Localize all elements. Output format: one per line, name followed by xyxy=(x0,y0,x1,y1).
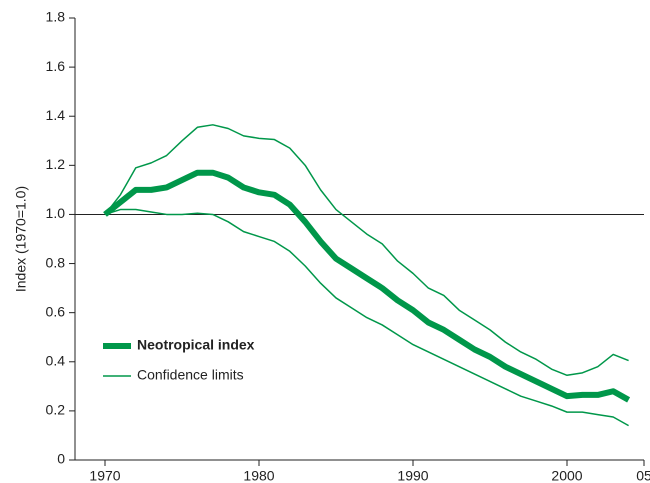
y-tick-label: 0.4 xyxy=(46,352,66,368)
x-tick-label: 1980 xyxy=(243,468,274,483)
y-tick-label: 1.8 xyxy=(46,9,66,25)
confidence-lower xyxy=(104,208,629,427)
x-tick-label: 2000 xyxy=(551,468,582,483)
x-tick-label: 1990 xyxy=(397,468,428,483)
y-tick-label: 1.4 xyxy=(46,107,66,123)
x-tick-label: 05 xyxy=(636,468,650,483)
y-axis-label: Index (1970=1.0) xyxy=(13,186,29,292)
y-tick-label: 1.6 xyxy=(46,58,66,74)
index-line xyxy=(103,169,631,403)
legend-label: Neotropical index xyxy=(137,337,255,353)
y-tick-label: 1.2 xyxy=(46,156,66,172)
y-tick-label: 0.6 xyxy=(46,303,66,319)
confidence-upper xyxy=(104,124,629,377)
y-tick-label: 0.8 xyxy=(46,254,66,270)
y-tick-label: 1.0 xyxy=(46,205,66,221)
legend-label: Confidence limits xyxy=(137,367,244,383)
y-tick-label: 0.2 xyxy=(46,402,66,418)
y-tick-label: 0 xyxy=(57,451,65,467)
x-tick-label: 1970 xyxy=(89,468,120,483)
